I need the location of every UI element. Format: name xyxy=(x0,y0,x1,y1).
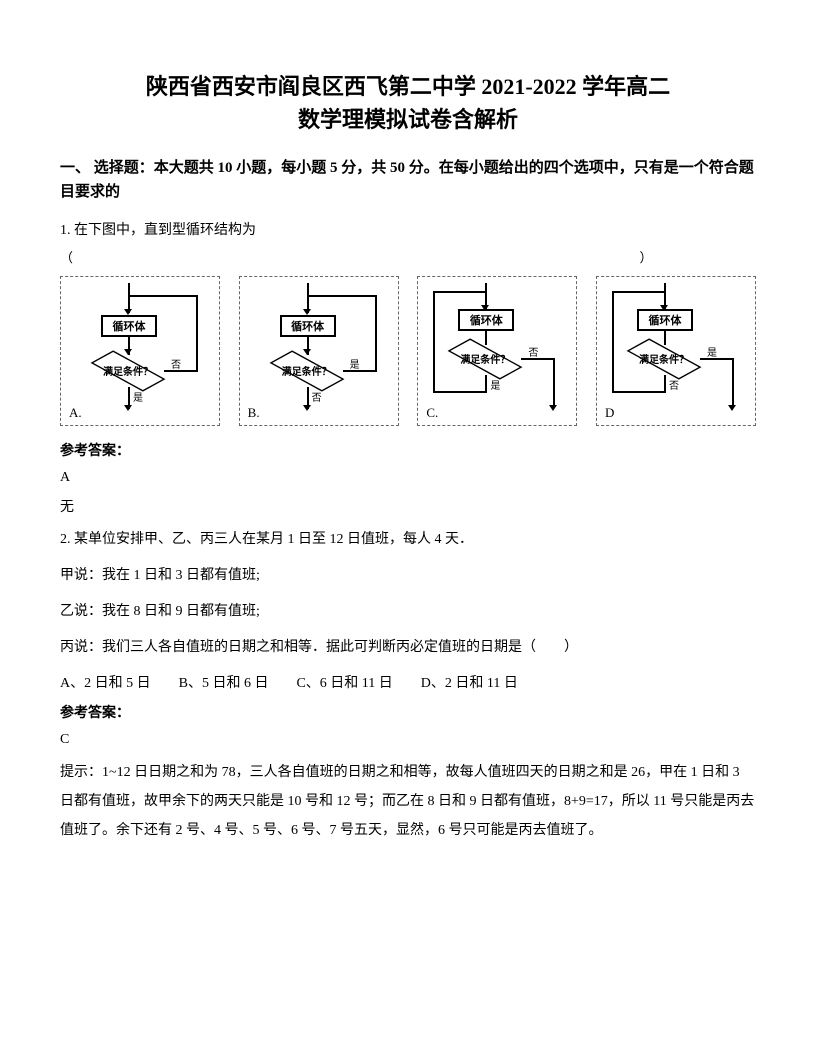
page-title: 陕西省西安市阎良区西飞第二中学 2021-2022 学年高二 数学理模拟试卷含解… xyxy=(60,70,756,136)
condition-b: 满足条件？ xyxy=(270,355,344,387)
edge-no-d: 否 xyxy=(669,377,679,392)
label-c: C. xyxy=(426,405,438,421)
q2-answer-label: 参考答案： xyxy=(60,702,756,722)
label-d: D xyxy=(605,405,614,421)
q1-parentheses: （ ） xyxy=(60,247,756,266)
diagram-a: 循环体 满足条件？ 否 是 A. xyxy=(60,276,220,426)
condition-a: 满足条件？ xyxy=(91,355,165,387)
q1-answer: A xyxy=(60,470,756,486)
edge-no-c: 否 xyxy=(528,344,538,359)
edge-no-b: 否 xyxy=(312,389,322,404)
q2-stem: 2. 某单位安排甲、乙、丙三人在某月 1 日至 12 日值班，每人 4 天． xyxy=(60,526,756,554)
edge-no-a: 否 xyxy=(171,356,181,371)
edge-yes-d: 是 xyxy=(707,344,717,359)
q1-answer-label: 参考答案： xyxy=(60,440,756,460)
section-1-header: 一、 选择题：本大题共 10 小题，每小题 5 分，共 50 分。在每小题给出的… xyxy=(60,156,756,204)
q2-options: A、2 日和 5 日 B、5 日和 6 日 C、6 日和 11 日 D、2 日和… xyxy=(60,672,756,692)
label-b: B. xyxy=(248,405,260,421)
q2-bing: 丙说：我们三人各自值班的日期之和相等．据此可判断丙必定值班的日期是（ ） xyxy=(60,634,756,662)
q2-answer: C xyxy=(60,732,756,748)
q2-jia: 甲说：我在 1 日和 3 日都有值班; xyxy=(60,562,756,590)
loop-body-c: 循环体 xyxy=(458,309,514,331)
edge-yes-b: 是 xyxy=(350,356,360,371)
title-line-2: 数学理模拟试卷含解析 xyxy=(60,103,756,136)
paren-close: ） xyxy=(640,250,653,265)
edge-yes-a: 是 xyxy=(133,389,143,404)
diagram-d: 循环体 满足条件？ 是 否 D xyxy=(596,276,756,426)
condition-d: 满足条件？ xyxy=(627,343,701,375)
loop-body-d: 循环体 xyxy=(637,309,693,331)
loop-body-a: 循环体 xyxy=(101,315,157,337)
flowchart-diagrams: 循环体 满足条件？ 否 是 A. 循环体 满足条件？ 是 否 B. xyxy=(60,276,756,426)
edge-yes-c: 是 xyxy=(490,377,500,392)
q1-note: 无 xyxy=(60,496,756,516)
q1-stem: 1. 在下图中，直到型循环结构为 xyxy=(60,218,756,245)
condition-c: 满足条件？ xyxy=(448,343,522,375)
title-line-1: 陕西省西安市阎良区西飞第二中学 2021-2022 学年高二 xyxy=(60,70,756,103)
diagram-c: 循环体 满足条件？ 否 是 C. xyxy=(417,276,577,426)
diagram-b: 循环体 满足条件？ 是 否 B. xyxy=(239,276,399,426)
label-a: A. xyxy=(69,405,82,421)
q2-yi: 乙说：我在 8 日和 9 日都有值班; xyxy=(60,598,756,626)
q2-explanation: 提示：1~12 日日期之和为 78，三人各自值班的日期之和相等，故每人值班四天的… xyxy=(60,758,756,846)
paren-open: （ xyxy=(60,250,73,265)
loop-body-b: 循环体 xyxy=(280,315,336,337)
